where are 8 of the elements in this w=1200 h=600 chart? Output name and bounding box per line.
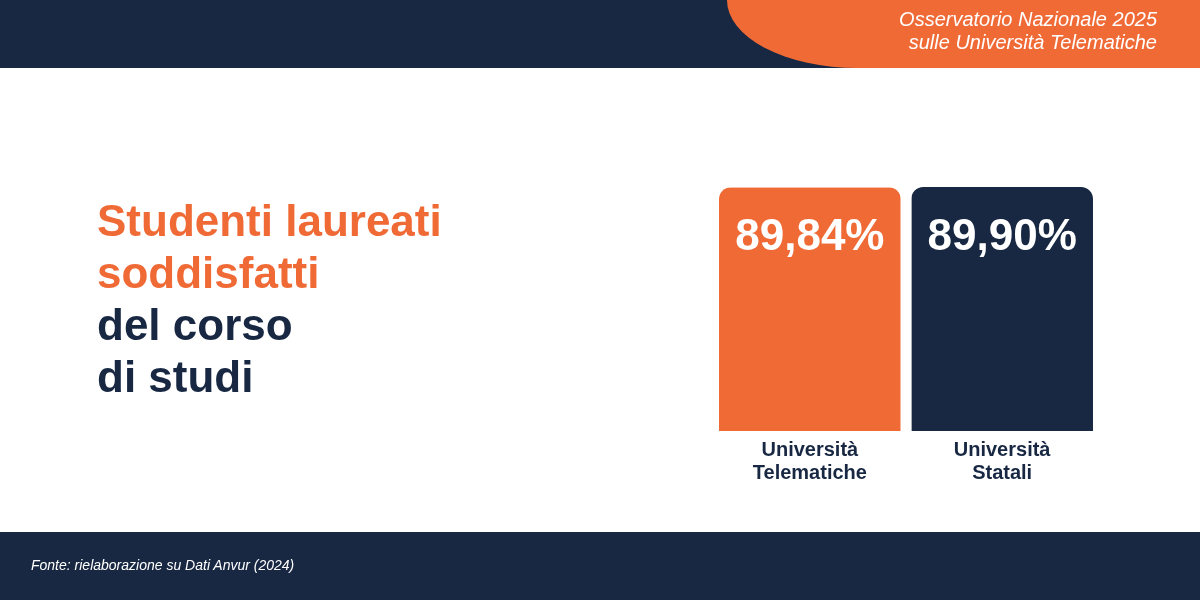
x-tick-label: Università Statali [953, 437, 1052, 483]
text: del corso di studi [97, 299, 294, 403]
text: Osservatorio Nazionale 2025 sulle Università Telematiche [898, 8, 1157, 54]
text: Studenti laureati soddisfatti [97, 195, 443, 299]
data-label: 89,84% [735, 210, 885, 260]
source-note: Fonte: rielaborazione su Dati Anvur (2024) [31, 556, 295, 574]
data-label: 89,90% [927, 210, 1077, 259]
x-tick-label: Università Telematiche [752, 437, 867, 483]
